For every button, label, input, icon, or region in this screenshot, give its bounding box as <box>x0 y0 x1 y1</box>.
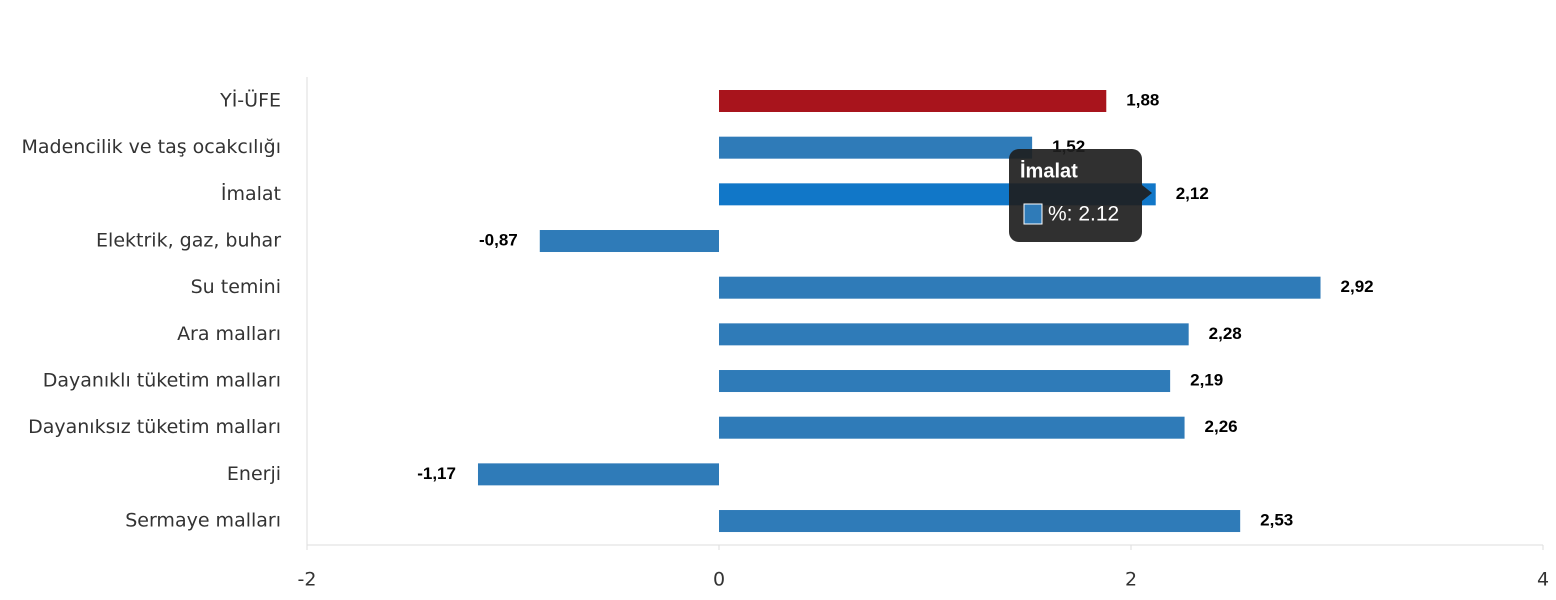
y-tick-label: Ara malları <box>177 323 281 345</box>
y-tick-label: Su temini <box>191 276 281 298</box>
value-label: 1,88 <box>1126 90 1159 109</box>
bar <box>477 463 719 486</box>
value-label: -1,17 <box>417 464 456 483</box>
bar <box>719 370 1171 393</box>
x-tick-label: -2 <box>298 569 317 591</box>
value-label: 2,92 <box>1341 277 1374 296</box>
bar <box>539 230 719 253</box>
bar <box>719 323 1189 346</box>
value-label: 2,19 <box>1190 371 1223 390</box>
y-tick-label: Dayanıksız tüketim malları <box>28 416 281 438</box>
x-tick-label: 4 <box>1537 569 1549 591</box>
value-label: 2,12 <box>1176 184 1209 203</box>
bar <box>719 416 1185 439</box>
y-tick-label: Enerji <box>227 463 281 485</box>
y-tick-label: Madencilik ve taş ocakcılığı <box>22 136 282 158</box>
y-tick-label: İmalat <box>221 182 281 205</box>
tooltip-swatch <box>1023 203 1043 225</box>
value-label: 2,26 <box>1205 417 1238 436</box>
bar <box>719 90 1107 112</box>
bar <box>719 136 1033 159</box>
tooltip-text: %: 2.12 <box>1048 203 1119 226</box>
tooltip-arrow <box>1142 185 1152 201</box>
x-tick-label: 0 <box>713 569 725 591</box>
y-tick-label: Yİ-ÜFE <box>219 89 281 112</box>
value-label: 2,28 <box>1209 324 1242 343</box>
value-label: 2,53 <box>1260 511 1293 530</box>
bar <box>719 510 1241 533</box>
bar <box>719 276 1321 299</box>
y-tick-label: Elektrik, gaz, buhar <box>96 230 281 252</box>
y-tick-label: Sermaye malları <box>125 510 281 532</box>
value-label: -0,87 <box>479 230 518 249</box>
tooltip: İmalat %: 2.12 <box>1009 149 1152 242</box>
x-tick-label: 2 <box>1125 569 1137 591</box>
y-tick-label: Dayanıklı tüketim malları <box>43 370 281 392</box>
tooltip-title: İmalat <box>1020 159 1078 182</box>
